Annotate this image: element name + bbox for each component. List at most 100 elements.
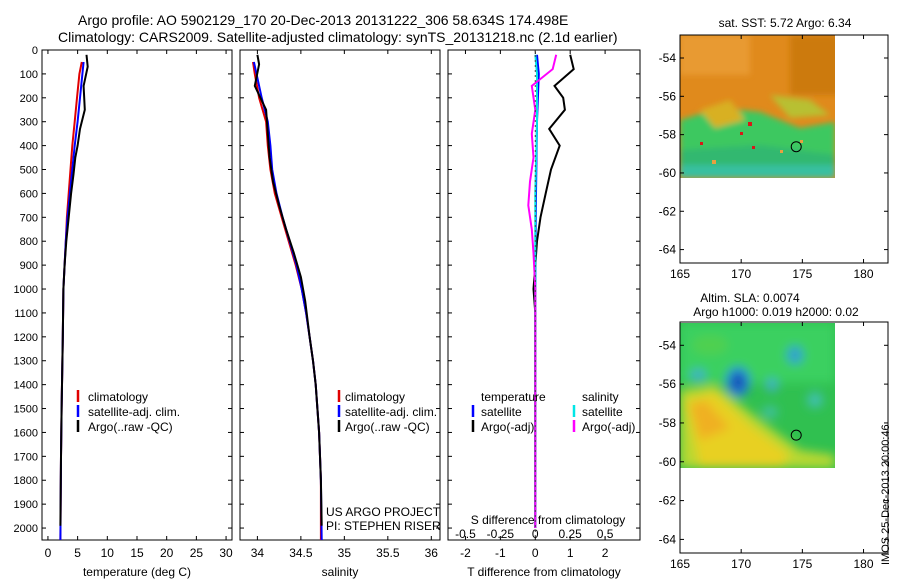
series-line [59,54,89,526]
y-tick-label: -58 [659,416,677,430]
y-tick-label: -64 [659,532,677,546]
legend-title-temperature: temperature [481,390,546,404]
legend-entry: Argo(-adj) [582,420,635,434]
s-tick-label: 0.25 [559,527,583,541]
figure-title-line1: Argo profile: AO 5902129_170 20-Dec-2013… [78,12,569,28]
y-tick-label: 1800 [14,475,38,487]
x-axis-label: salinity [322,565,359,579]
series-line [532,54,575,528]
argo-position-marker [790,429,802,441]
x-tick-label: 1 [567,546,574,560]
sla-map: 165 170 175 180 -54 -56 -58 -60 -62 -64 Altim. SLA… [659,291,889,571]
sla-field [680,323,835,468]
y-tick-label: 1700 [14,451,38,463]
map-title-line2: Argo h1000: 0.019 h2000: 0.02 [693,305,859,319]
difference-profile: -2 -1 0 1 2 T difference from climatology -0.5… [447,49,641,579]
y-tick-label: 0 [32,45,38,57]
x-tick-label: 30 [219,546,233,560]
x-tick-label: 180 [854,267,874,281]
x-tick-label: 165 [670,557,690,571]
y-tick-label: 400 [20,141,38,153]
y-tick-label: -60 [659,166,677,180]
legend-entry: climatology [345,390,405,404]
x-axis-label: T difference from climatology [467,565,621,579]
y-tick-label: 1300 [14,356,38,368]
legend-entry: satellite [481,405,522,419]
temperature-profile: 0 5 10 15 20 25 300100200300400500600700800900… [14,45,234,579]
x-tick-label: 0 [532,546,539,560]
y-tick-label: -54 [659,338,677,352]
y-tick-label: 1000 [14,284,38,296]
y-tick-label: 1200 [14,332,38,344]
x-tick-label: 34.5 [289,546,313,560]
plot-frame [239,49,441,541]
y-tick-label: -60 [659,455,677,469]
x-tick-label: 10 [101,546,115,560]
map-title: sat. SST: 5.72 Argo: 6.34 [719,16,852,30]
legend-entry: satellite [582,405,623,419]
legend-entry: climatology [88,390,148,404]
legend-entry: satellite-adj. clim. [88,405,180,419]
x-tick-label: 170 [731,557,751,571]
x-tick-label: 175 [792,557,812,571]
series-line [252,61,323,541]
x-tick-label: 35 [338,546,352,560]
x-tick-label: 170 [731,267,751,281]
y-tick-label: 1600 [14,427,38,439]
legend-entry: Argo(-adj) [481,420,534,434]
x-tick-label: -2 [460,546,471,560]
map-frame [679,321,889,554]
salinity-profile: 34 34.5 35 35.5 36 salinity climatologysatelli… [239,49,441,579]
x-tick-label: 180 [854,557,874,571]
series-line [253,54,323,526]
s-tick-label: -0.5 [455,527,476,541]
x-tick-label: 25 [190,546,204,560]
x-tick-label: 35.5 [376,546,400,560]
x-tick-label: 175 [792,267,812,281]
s-tick-label: 0 [532,527,539,541]
x-tick-label: -1 [495,546,506,560]
y-tick-label: 1500 [14,404,38,416]
y-tick-label: 200 [20,93,38,105]
x-tick-label: 2 [602,546,609,560]
y-tick-label: 600 [20,188,38,200]
legend-title-salinity: salinity [582,390,619,404]
y-tick-label: 100 [20,69,38,81]
x-tick-label: 36 [425,546,439,560]
annotation-project: US ARGO PROJECT [326,505,441,519]
y-tick-label: 300 [20,117,38,129]
map-title-line1: Altim. SLA: 0.0074 [700,291,800,305]
x-tick-label: 20 [160,546,174,560]
y-tick-label: -62 [659,204,677,218]
argo-position-marker [790,141,802,153]
figure-title-line2: Climatology: CARS2009. Satellite-adjuste… [58,29,618,45]
plot-frame [41,49,233,541]
y-tick-label: -54 [659,51,677,65]
annotation-pi: PI: STEPHEN RISER [326,519,441,533]
s-axis-label: S difference from climatology [471,513,626,527]
y-tick-label: -58 [659,128,677,142]
legend-entry: satellite-adj. clim. [345,405,437,419]
y-tick-label: 900 [20,260,38,272]
legend-entry: Argo(..raw -QC) [88,420,173,434]
y-tick-label: 1900 [14,499,38,511]
legend-entry: Argo(..raw -QC) [345,420,430,434]
y-tick-label: -62 [659,494,677,508]
x-tick-label: 15 [130,546,144,560]
y-tick-label: 1400 [14,380,38,392]
x-tick-label: 34 [251,546,265,560]
y-tick-label: -56 [659,89,677,103]
y-tick-label: 1100 [14,308,38,320]
y-tick-label: 700 [20,212,38,224]
y-tick-label: -64 [659,243,677,257]
plot-frame [447,49,641,541]
map-frame [679,34,889,264]
sst-field [680,35,835,178]
y-tick-label: 500 [20,165,38,177]
y-tick-label: 800 [20,236,38,248]
x-tick-label: 0 [45,546,52,560]
y-tick-label: 2000 [14,523,38,535]
y-tick-label: -56 [659,377,677,391]
sst-map: 165 170 175 180 -54 -56 -58 -60 -62 -64 sat. SST: … [659,16,889,281]
